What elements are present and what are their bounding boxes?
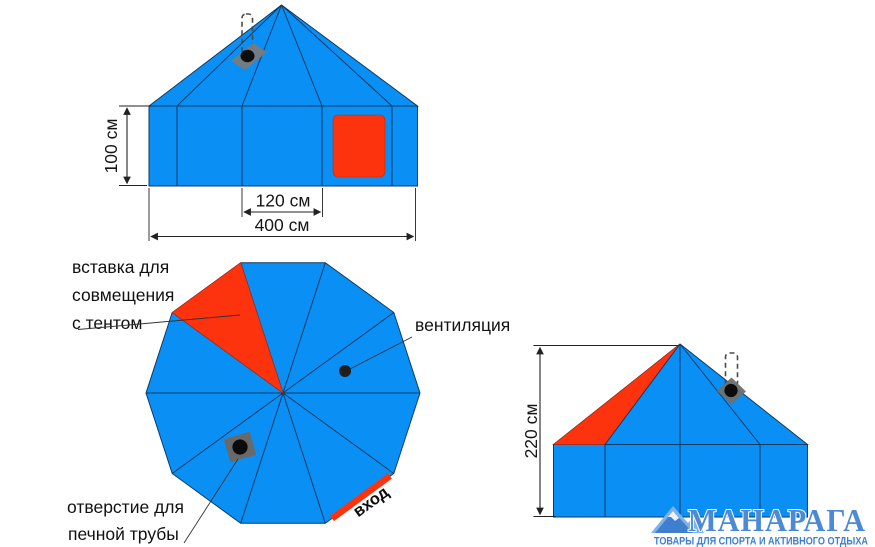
- front-window: [332, 114, 386, 178]
- front-width-label: 400 см: [255, 215, 310, 235]
- front-door-label: 120 см: [256, 191, 311, 211]
- top-view: вставка для совмещения с тентом вентиляц…: [67, 257, 510, 544]
- insert-label: вставка для совмещения с тентом: [72, 257, 241, 333]
- top-stove-hole: [223, 431, 257, 463]
- front-dimension-door: 120 см: [241, 188, 323, 217]
- insert-label-line3: с тентом: [72, 313, 142, 333]
- side-stove-pipe-icon: [717, 352, 746, 405]
- front-roof: [147, 4, 420, 107]
- entrance-stripe: [330, 473, 392, 522]
- ventilation-label: вентиляция: [349, 315, 510, 370]
- front-height-label: 100 см: [101, 119, 121, 174]
- ventilation-leader-line: [349, 336, 413, 370]
- front-dimension-width: 400 см: [148, 188, 416, 241]
- front-stove-pipe-icon: [231, 13, 267, 70]
- side-view: 220 см: [521, 343, 809, 518]
- brand-name: МАНАРАГА: [688, 502, 866, 538]
- front-wall-seams: [176, 106, 393, 186]
- stove-label-line2: печной трубы: [68, 524, 179, 544]
- stove-label-line1: отверстие для: [67, 497, 184, 517]
- side-height-label: 220 см: [521, 404, 541, 459]
- stove-leader-line: [183, 458, 239, 544]
- top-insert-sector: [171, 262, 284, 394]
- insert-label-line2: совмещения: [72, 285, 174, 305]
- insert-label-line1: вставка для: [72, 257, 169, 277]
- ventilation-dot: [339, 365, 351, 377]
- brand-watermark: МАНАРАГА ТОВАРЫ ДЛЯ СПОРТА И АКТИВНОГО О…: [651, 501, 868, 547]
- side-wall-seams: [604, 444, 761, 517]
- stove-hole-label: отверстие для печной трубы: [67, 458, 239, 544]
- side-dimension-height: 220 см: [521, 345, 678, 517]
- brand-tagline: ТОВАРЫ ДЛЯ СПОРТА И АКТИВНОГО ОТДЫХА: [654, 536, 868, 547]
- front-dimension-height: 100 см: [101, 105, 151, 186]
- mountain-logo-icon: [651, 506, 704, 533]
- side-roof-seams: [604, 343, 761, 517]
- insert-leader-line: [77, 314, 241, 330]
- front-view: 100 см 120 см 400 см: [101, 4, 420, 241]
- ventilation-label-text: вентиляция: [415, 315, 510, 335]
